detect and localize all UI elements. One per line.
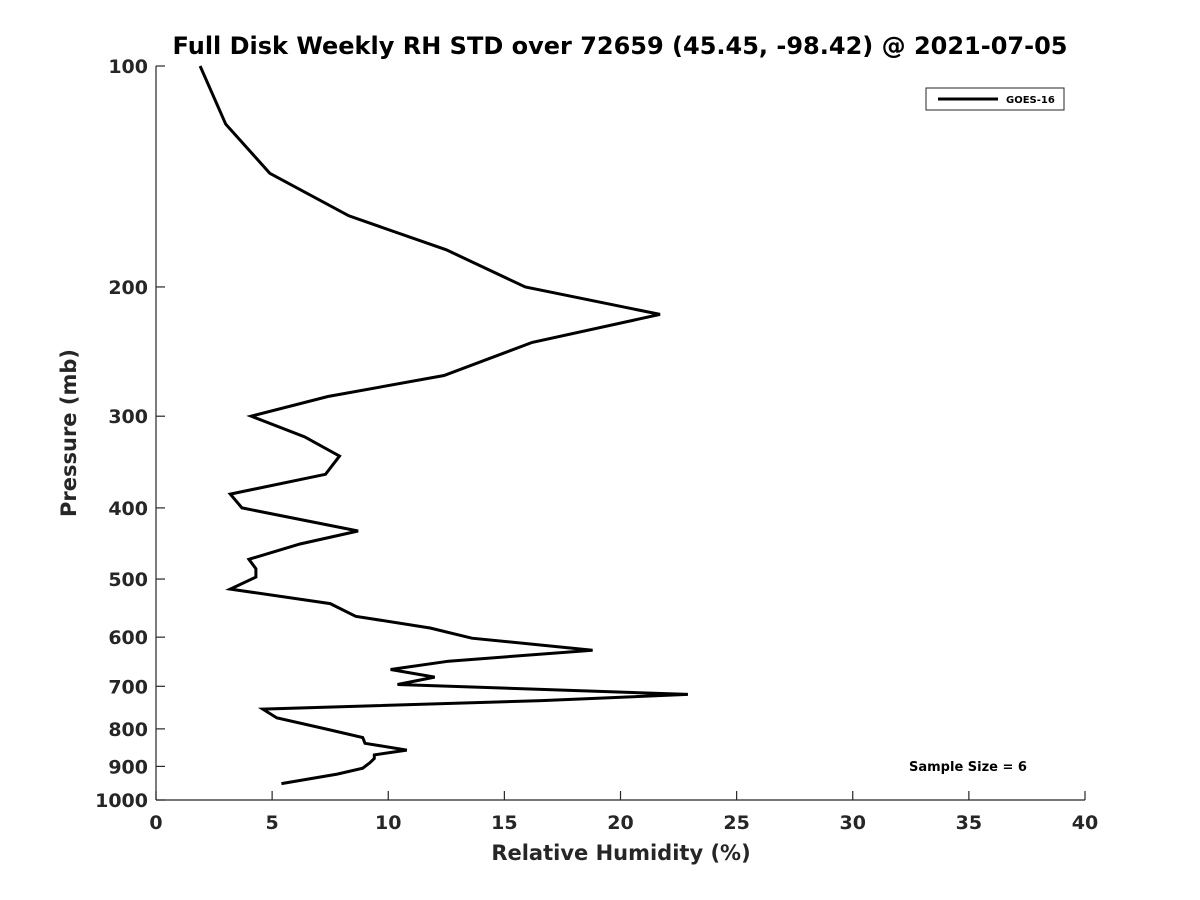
y-tick-label: 300 xyxy=(108,406,148,428)
x-tick-label: 15 xyxy=(491,812,517,834)
plot-axes: 0 5 10 15 20 25 30 35 40 100 200 300 400 500 600 700 800… xyxy=(95,56,1098,834)
y-tick-label: 400 xyxy=(108,498,148,520)
legend-label: GOES-16 xyxy=(1006,95,1055,106)
legend: GOES-16 xyxy=(925,87,1065,111)
series-line-goes-16 xyxy=(198,65,688,786)
y-tick-label: 1000 xyxy=(95,790,148,812)
sample-size-annotation: Sample Size = 6 xyxy=(909,760,1027,775)
y-tick-label: 700 xyxy=(108,676,148,698)
y-tick-label: 900 xyxy=(108,756,148,778)
x-tick-label: 25 xyxy=(723,812,749,834)
chart-title: Full Disk Weekly RH STD over 72659 (45.4… xyxy=(173,32,1068,60)
y-axis-label: Pressure (mb) xyxy=(57,349,81,517)
x-tick-label: 40 xyxy=(1072,812,1098,834)
x-tick-label: 10 xyxy=(375,812,401,834)
y-tick-label: 200 xyxy=(108,277,148,299)
y-tick-label: 800 xyxy=(108,719,148,741)
x-tick-label: 0 xyxy=(149,812,162,834)
y-tick-label: 100 xyxy=(108,56,148,78)
y-tick-label: 600 xyxy=(108,627,148,649)
x-tick-label: 30 xyxy=(840,812,866,834)
series-group xyxy=(198,65,688,786)
x-tick-label: 20 xyxy=(607,812,633,834)
x-axis-label: Relative Humidity (%) xyxy=(491,841,750,865)
x-tick-label: 35 xyxy=(956,812,982,834)
y-tick-label: 500 xyxy=(108,569,148,591)
x-tick-label: 5 xyxy=(266,812,279,834)
